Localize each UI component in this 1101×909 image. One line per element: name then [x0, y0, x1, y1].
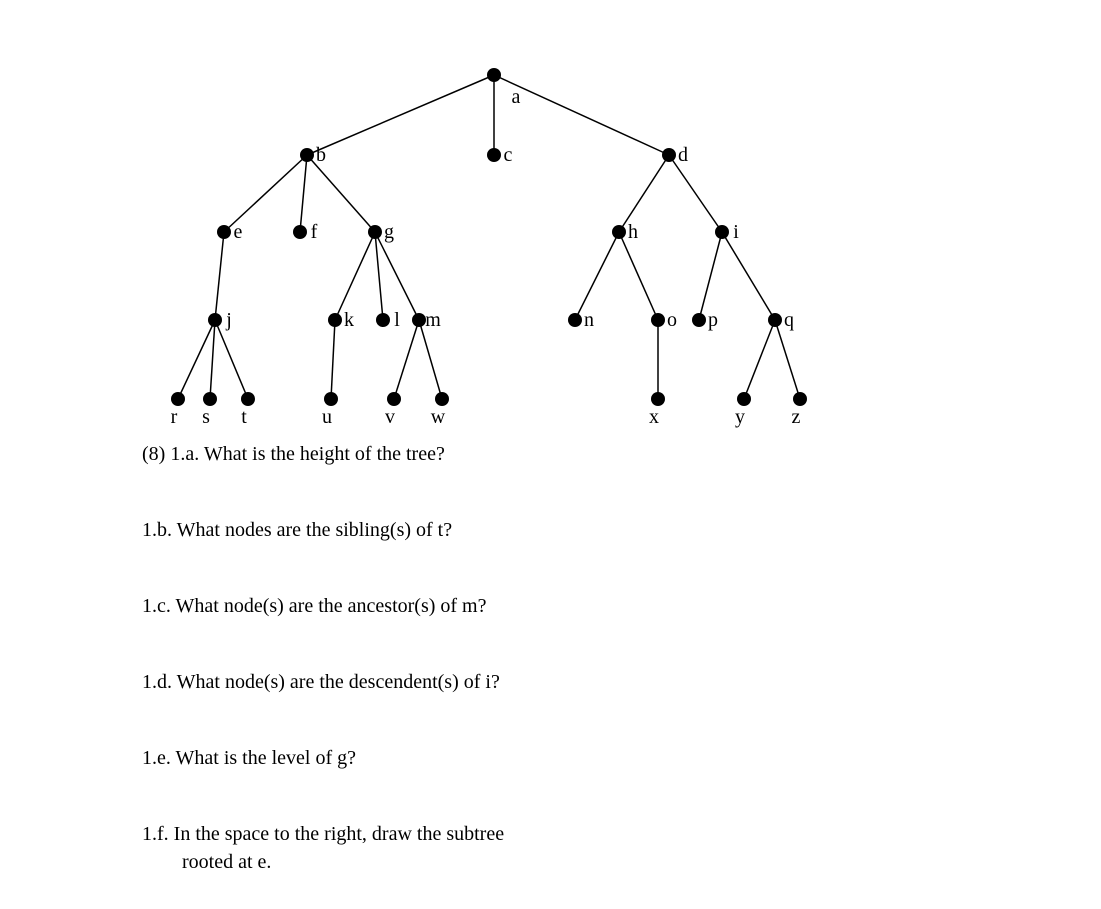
- tree-label-q: q: [784, 309, 794, 331]
- tree-label-c: c: [504, 144, 513, 166]
- tree-label-n: n: [584, 309, 594, 331]
- tree-node-h: [612, 225, 626, 239]
- tree-node-k: [328, 313, 342, 327]
- questions-section: (8) 1.a. What is the height of the tree?…: [0, 440, 1101, 876]
- tree-edge: [335, 232, 375, 320]
- tree-edge: [210, 320, 215, 399]
- tree-label-u: u: [322, 406, 332, 428]
- tree-label-f: f: [311, 221, 318, 243]
- tree-edge: [300, 155, 307, 232]
- tree-label-a: a: [512, 86, 521, 108]
- question-1f-line2: rooted at e.: [142, 848, 1001, 876]
- tree-edge: [215, 232, 224, 320]
- tree-edge: [744, 320, 775, 399]
- tree-label-b: b: [316, 144, 326, 166]
- tree-edge: [669, 155, 722, 232]
- tree-node-q: [768, 313, 782, 327]
- tree-edge: [722, 232, 775, 320]
- tree-node-r: [171, 392, 185, 406]
- question-1f-line1: 1.f. In the space to the right, draw the…: [142, 820, 1001, 848]
- tree-node-m: [412, 313, 426, 327]
- tree-label-y: y: [735, 406, 745, 428]
- tree-edge: [419, 320, 442, 399]
- tree-node-u: [324, 392, 338, 406]
- tree-node-b: [300, 148, 314, 162]
- tree-label-m: m: [425, 309, 441, 331]
- question-1c: 1.c. What node(s) are the ancestor(s) of…: [142, 592, 1001, 620]
- tree-node-t: [241, 392, 255, 406]
- tree-edge: [619, 232, 658, 320]
- tree-label-v: v: [385, 406, 395, 428]
- tree-edge: [307, 75, 494, 155]
- tree-label-r: r: [171, 406, 178, 428]
- tree-label-t: t: [241, 406, 247, 428]
- tree-edge: [775, 320, 800, 399]
- tree-label-l: l: [394, 309, 400, 331]
- tree-node-z: [793, 392, 807, 406]
- tree-node-j: [208, 313, 222, 327]
- tree-label-i: i: [733, 221, 739, 243]
- tree-node-l: [376, 313, 390, 327]
- tree-edge: [699, 232, 722, 320]
- tree-node-i: [715, 225, 729, 239]
- tree-label-x: x: [649, 406, 659, 428]
- tree-node-o: [651, 313, 665, 327]
- tree-node-s: [203, 392, 217, 406]
- tree-node-x: [651, 392, 665, 406]
- tree-diagram: a b c d e f g h i j k l m n o p q r s t u v w x y z: [0, 0, 1101, 440]
- tree-svg: a b c d e f g h i j k l m n o p q r s t u v w x y z: [0, 0, 1101, 440]
- tree-label-o: o: [667, 309, 677, 331]
- tree-edge: [394, 320, 419, 399]
- tree-label-p: p: [708, 309, 718, 331]
- tree-node-p: [692, 313, 706, 327]
- question-1a: (8) 1.a. What is the height of the tree?: [142, 440, 1001, 468]
- tree-edge: [215, 320, 248, 399]
- tree-label-k: k: [344, 309, 354, 331]
- tree-label-g: g: [384, 221, 394, 243]
- tree-node-g: [368, 225, 382, 239]
- tree-node-y: [737, 392, 751, 406]
- tree-label-z: z: [792, 406, 801, 428]
- question-1d: 1.d. What node(s) are the descendent(s) …: [142, 668, 1001, 696]
- question-1b: 1.b. What nodes are the sibling(s) of t?: [142, 516, 1001, 544]
- tree-edge: [178, 320, 215, 399]
- tree-label-j: j: [225, 309, 232, 331]
- tree-label-w: w: [431, 406, 446, 428]
- tree-label-e: e: [234, 221, 243, 243]
- tree-label-s: s: [202, 406, 210, 428]
- tree-node-f: [293, 225, 307, 239]
- tree-node-v: [387, 392, 401, 406]
- tree-node-c: [487, 148, 501, 162]
- tree-label-d: d: [678, 144, 688, 166]
- tree-edge: [575, 232, 619, 320]
- tree-node-w: [435, 392, 449, 406]
- question-1f: 1.f. In the space to the right, draw the…: [142, 820, 1001, 876]
- tree-node-n: [568, 313, 582, 327]
- tree-edge: [619, 155, 669, 232]
- tree-label-h: h: [628, 221, 638, 243]
- question-1e: 1.e. What is the level of g?: [142, 744, 1001, 772]
- tree-edge: [331, 320, 335, 399]
- tree-node-d: [662, 148, 676, 162]
- tree-node-a: [487, 68, 501, 82]
- tree-node-e: [217, 225, 231, 239]
